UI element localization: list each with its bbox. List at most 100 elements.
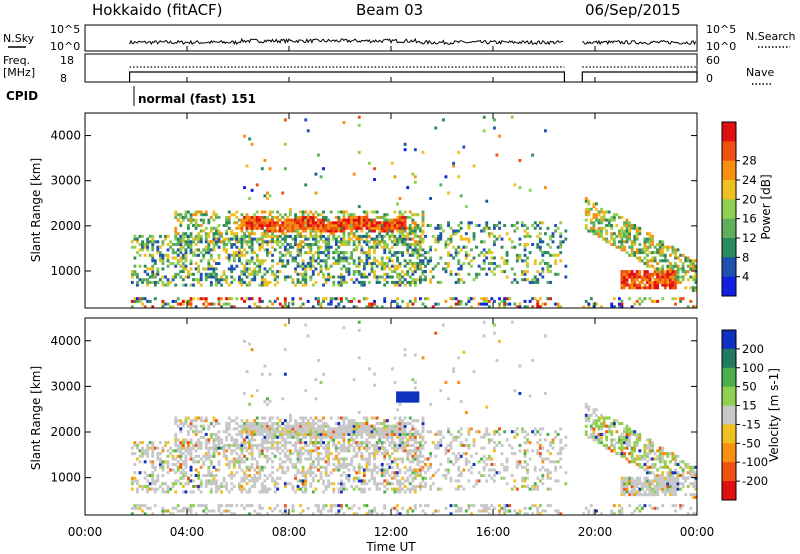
colorbar-swatch [722, 218, 736, 239]
velocity-cell [413, 430, 417, 434]
power-cell [352, 240, 356, 244]
velocity-cell [592, 432, 596, 436]
power-cell [656, 280, 660, 284]
velocity-cell [347, 419, 351, 423]
velocity-cell [271, 479, 274, 483]
power-cell [398, 275, 402, 279]
power-cell [393, 234, 397, 238]
power-cell [513, 224, 517, 228]
power-cell [342, 218, 346, 222]
power-cell [217, 229, 221, 233]
power-cell [230, 267, 234, 271]
velocity-cell [447, 397, 450, 401]
velocity-cell [161, 487, 165, 491]
velocity-cell [457, 468, 461, 472]
power-cell [396, 272, 399, 276]
velocity-cell [299, 512, 303, 516]
velocity-cell [314, 443, 318, 447]
power-cell [669, 278, 672, 282]
velocity-cell [533, 465, 537, 469]
power-cell [248, 224, 252, 228]
velocity-cell [378, 446, 382, 450]
power-cell [401, 243, 405, 247]
velocity-cell [143, 512, 147, 516]
power-cell [587, 210, 591, 214]
velocity-cell [513, 479, 517, 483]
velocity-cell [299, 504, 303, 508]
velocity-cell [327, 449, 331, 453]
power-cell [623, 232, 626, 236]
power-cell [240, 283, 244, 287]
velocity-cell [355, 454, 359, 458]
power-cell [232, 221, 236, 225]
power-cell [380, 305, 384, 309]
power-cell [625, 221, 629, 225]
power-cell [623, 286, 626, 290]
velocity-cell [452, 435, 456, 439]
velocity-cell [513, 389, 517, 393]
power-cell [487, 248, 491, 252]
power-cell [169, 245, 173, 249]
velocity-cell [436, 443, 440, 447]
power-cell [329, 302, 333, 306]
velocity-cell [462, 487, 466, 491]
power-cell [204, 299, 208, 303]
velocity-cell [396, 424, 399, 428]
power-cell [340, 218, 343, 222]
velocity-cell [271, 460, 274, 464]
velocity-cell [393, 443, 397, 447]
power-cell [388, 256, 392, 260]
velocity-cell [322, 446, 325, 450]
power-cell [360, 275, 364, 279]
velocity-cell [490, 457, 494, 461]
velocity-cell [301, 490, 305, 494]
velocity-cell [413, 471, 417, 475]
velocity-cell [187, 446, 190, 450]
velocity-cell [245, 419, 249, 423]
power-cell [304, 118, 308, 122]
velocity-cell [564, 435, 568, 439]
power-cell [248, 283, 252, 287]
velocity-cell [416, 419, 420, 423]
velocity-cell [204, 457, 208, 461]
velocity-cell [498, 339, 501, 343]
velocity-cell [368, 452, 371, 456]
velocity-cell [194, 430, 198, 434]
velocity-cell [263, 416, 267, 420]
power-cell [235, 253, 239, 257]
power-cell [283, 299, 287, 303]
velocity-cell [385, 435, 389, 439]
velocity-cell [475, 452, 478, 456]
velocity-cell [159, 441, 162, 445]
power-cell [181, 240, 185, 244]
power-cell [551, 253, 555, 257]
power-cell [289, 207, 292, 211]
velocity-cell [482, 432, 486, 436]
velocity-cell [355, 471, 359, 475]
colorbar-swatch [722, 238, 736, 258]
power-cell [235, 215, 239, 219]
velocity-cell [317, 419, 320, 423]
power-cell [258, 224, 262, 228]
power-cell [444, 240, 448, 244]
power-cell [319, 221, 323, 225]
velocity-cell [521, 465, 524, 469]
velocity-cell [304, 432, 308, 436]
velocity-cell [383, 479, 387, 483]
power-cell [340, 221, 343, 225]
power-cell [159, 253, 162, 257]
power-cell [260, 221, 264, 225]
velocity-cell [286, 424, 290, 428]
velocity-cell [380, 474, 384, 478]
power-cell [431, 305, 435, 309]
velocity-cell [383, 419, 387, 423]
power-cell [294, 243, 297, 247]
power-cell [281, 262, 285, 266]
power-cell [610, 237, 614, 241]
velocity-cell [538, 468, 542, 472]
power-cell [283, 118, 287, 122]
velocity-cell [179, 454, 183, 458]
velocity-cell [355, 476, 359, 480]
power-cell [691, 259, 695, 263]
velocity-cell [181, 471, 185, 475]
